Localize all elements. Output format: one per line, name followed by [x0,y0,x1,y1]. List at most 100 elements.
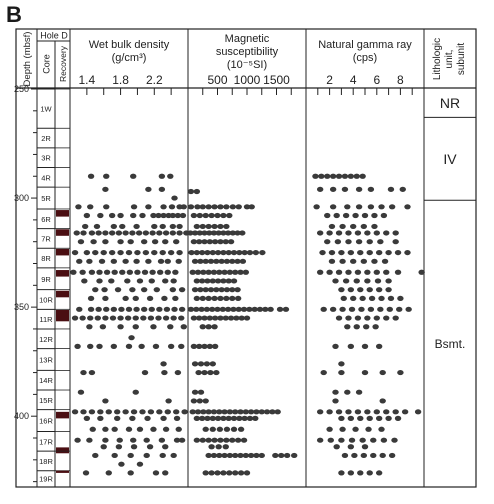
gamma-data-point [385,415,392,421]
density-data-point [170,315,177,321]
magsus-data-point [199,204,206,210]
gamma-data-point [342,212,350,219]
density-data-point [88,369,96,376]
magsus-data-point [203,306,211,312]
density-data-point [173,239,180,245]
density-data-point [105,409,112,415]
magsus-data-point [206,343,214,349]
density-data-point [102,426,109,432]
gamma-data-point [319,249,326,256]
gamma-data-point [344,324,351,330]
density-data-point [81,278,88,284]
gamma-data-point [394,269,402,275]
magsus-data-point [223,223,230,230]
density-data-point [148,306,155,312]
density-data-point [102,230,109,236]
depth-tick-label: 300 [14,193,29,203]
gamma-data-point [367,186,375,192]
gamma-data-point [362,324,370,330]
magsus-data-point [196,239,203,245]
density-data-point [159,223,166,230]
density-data-point [170,452,177,459]
density-data-point [176,223,183,230]
gamma-data-point [341,452,349,459]
magsus-data-point [252,415,259,421]
density-data-point [97,415,104,421]
magsus-data-point [216,269,223,275]
magsus-data-point [214,306,221,312]
density-data-point [103,173,110,179]
gamma-panel: 2 4 6 8 [312,73,425,476]
magsus-data-point [201,239,208,245]
density-data-point [159,452,166,459]
magsus-data-point [220,230,227,236]
gamma-data-point [388,452,396,459]
density-data-point [170,278,177,284]
density-data-point [162,239,169,245]
lithology-unit-label: NR [440,95,460,111]
magsus-data-point [208,212,215,219]
magsus-data-point [202,212,209,219]
magsus-data-point [193,295,201,302]
recovery-bar [56,309,69,322]
recovery-label: Recovery [58,45,68,82]
magsus-data-point [224,306,232,312]
density-data-point [119,223,126,230]
density-data-point [130,173,137,179]
magsus-data-point [216,426,224,432]
density-data-point [167,343,175,349]
density-data-point [140,315,147,321]
density-data-point [156,269,164,275]
density-data-point [161,369,168,376]
density-data-point [160,212,167,219]
magsus-data-point [235,204,242,210]
density-data-point [169,287,177,293]
gamma-data-point [345,230,352,236]
density-data-point [87,343,94,349]
density-data-point [140,306,148,312]
magsus-data-point [208,470,215,476]
density-data-point [174,369,182,376]
gamma-data-point [316,437,324,443]
gamma-data-point [366,470,373,476]
gamma-data-point [328,258,336,264]
density-data-point [110,258,118,264]
density-data-point [102,295,109,302]
density-data-point [117,315,124,321]
density-data-point [180,324,187,330]
magsus-data-point [217,223,224,230]
gamma-data-point [375,343,383,349]
density-data-point [174,212,182,219]
gamma-data-point [391,437,398,443]
density-data-point [105,470,112,476]
recovery-bar [56,447,69,454]
magsus-data-point [190,315,198,321]
density-data-point [92,452,99,459]
magsus-data-point [226,452,234,459]
density-data-point [169,212,177,219]
magsus-data-point [187,188,195,195]
magsus-data-point [189,409,196,415]
gamma-data-point [365,426,372,432]
gamma-data-point [361,369,369,376]
gamma-data-point [381,258,389,264]
magsus-data-point [242,409,250,415]
gamma-data-point [338,361,345,367]
gamma-data-point [379,452,386,459]
magsus-data-point [220,470,227,476]
density-data-point [178,437,186,443]
magsus-data-point [199,223,206,230]
density-data-point [100,444,107,450]
magsus-data-point [201,369,208,376]
density-data-point [114,287,122,293]
magsus-data-point [200,269,207,275]
magsus-data-point [229,287,236,293]
density-data-point [82,470,90,476]
gamma-data-point [383,230,390,236]
density-data-point [79,315,86,321]
magsus-data-point [217,204,224,210]
density-data-point [144,415,151,421]
density-data-point [151,249,158,256]
density-data-point [141,269,149,275]
